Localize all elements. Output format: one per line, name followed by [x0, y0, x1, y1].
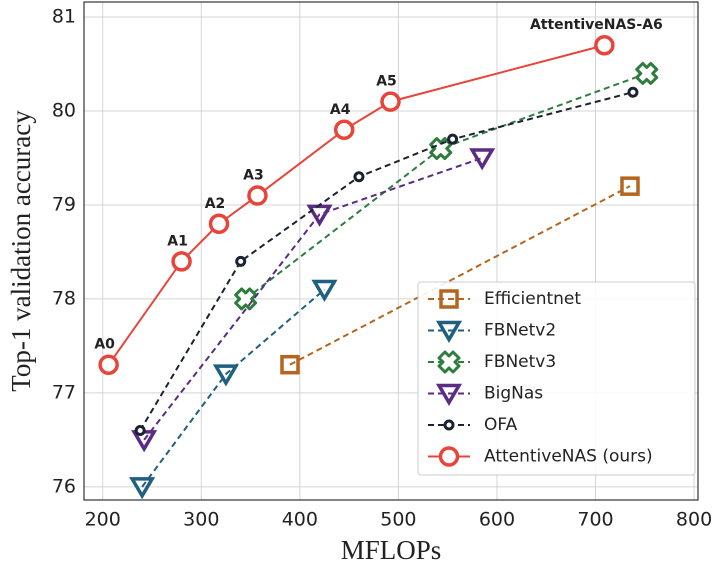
marker	[594, 34, 615, 56]
marker	[380, 91, 401, 112]
series-line	[245, 72, 648, 300]
y-tick-label: 81	[52, 6, 76, 28]
marker	[234, 287, 258, 311]
y-axis-label: Top-1 validation accuracy	[6, 110, 36, 392]
marker	[247, 185, 268, 206]
series-line	[143, 157, 483, 441]
legend-marker	[439, 289, 459, 309]
y-tick-label: 79	[52, 193, 76, 215]
x-tick-label: 800	[676, 509, 712, 531]
legend-label: Efficientnet	[484, 289, 581, 309]
marker	[134, 424, 146, 436]
legend-marker	[443, 419, 455, 431]
legend-marker	[435, 383, 463, 406]
y-tick-label: 76	[52, 475, 76, 497]
marker	[235, 255, 247, 267]
legend-frame	[417, 281, 696, 476]
x-tick-label: 400	[282, 509, 318, 531]
y-tick-label: 80	[52, 99, 76, 121]
point-label: A4	[330, 102, 351, 118]
legend-marker	[437, 350, 461, 374]
legend-label: BigNas	[484, 384, 543, 404]
point-label: A5	[376, 74, 397, 90]
marker	[311, 279, 338, 302]
marker	[353, 171, 365, 183]
x-tick-label: 200	[85, 509, 121, 531]
point-label: A2	[205, 196, 226, 212]
marker	[333, 119, 355, 141]
marker	[447, 133, 459, 145]
marker	[469, 148, 496, 171]
x-axis-label: MFLOPs	[341, 535, 442, 565]
x-tick-label: 600	[479, 509, 515, 531]
marker	[129, 477, 156, 500]
legend-label: OFA	[484, 415, 518, 435]
legend-label: AttentiveNAS (ours)	[484, 447, 653, 467]
marker	[620, 176, 640, 196]
legend-label: FBNetv3	[484, 352, 556, 372]
plot-frame	[83, 1, 699, 501]
x-tick-label: 700	[577, 509, 613, 531]
x-tick-label: 300	[183, 509, 219, 531]
point-label: A3	[243, 168, 264, 184]
point-label: AttentiveNAS-A6	[530, 17, 663, 33]
marker	[635, 61, 659, 85]
legend-marker	[438, 446, 460, 467]
point-label: A1	[167, 233, 188, 249]
legend-marker	[435, 320, 463, 343]
marker	[98, 354, 119, 375]
marker	[208, 213, 230, 235]
series-group	[98, 34, 659, 500]
point-label: A0	[94, 337, 115, 353]
series-line	[289, 185, 631, 366]
legend-label: FBNetv2	[484, 321, 556, 341]
y-tick-label: 77	[52, 381, 76, 403]
marker	[429, 137, 453, 161]
marker	[280, 354, 300, 375]
marker	[212, 364, 239, 387]
marker	[627, 86, 639, 98]
y-tick-label: 78	[52, 287, 76, 309]
x-tick-label: 500	[380, 509, 416, 531]
marker	[306, 204, 333, 227]
series-line	[141, 288, 326, 488]
marker	[171, 251, 192, 272]
